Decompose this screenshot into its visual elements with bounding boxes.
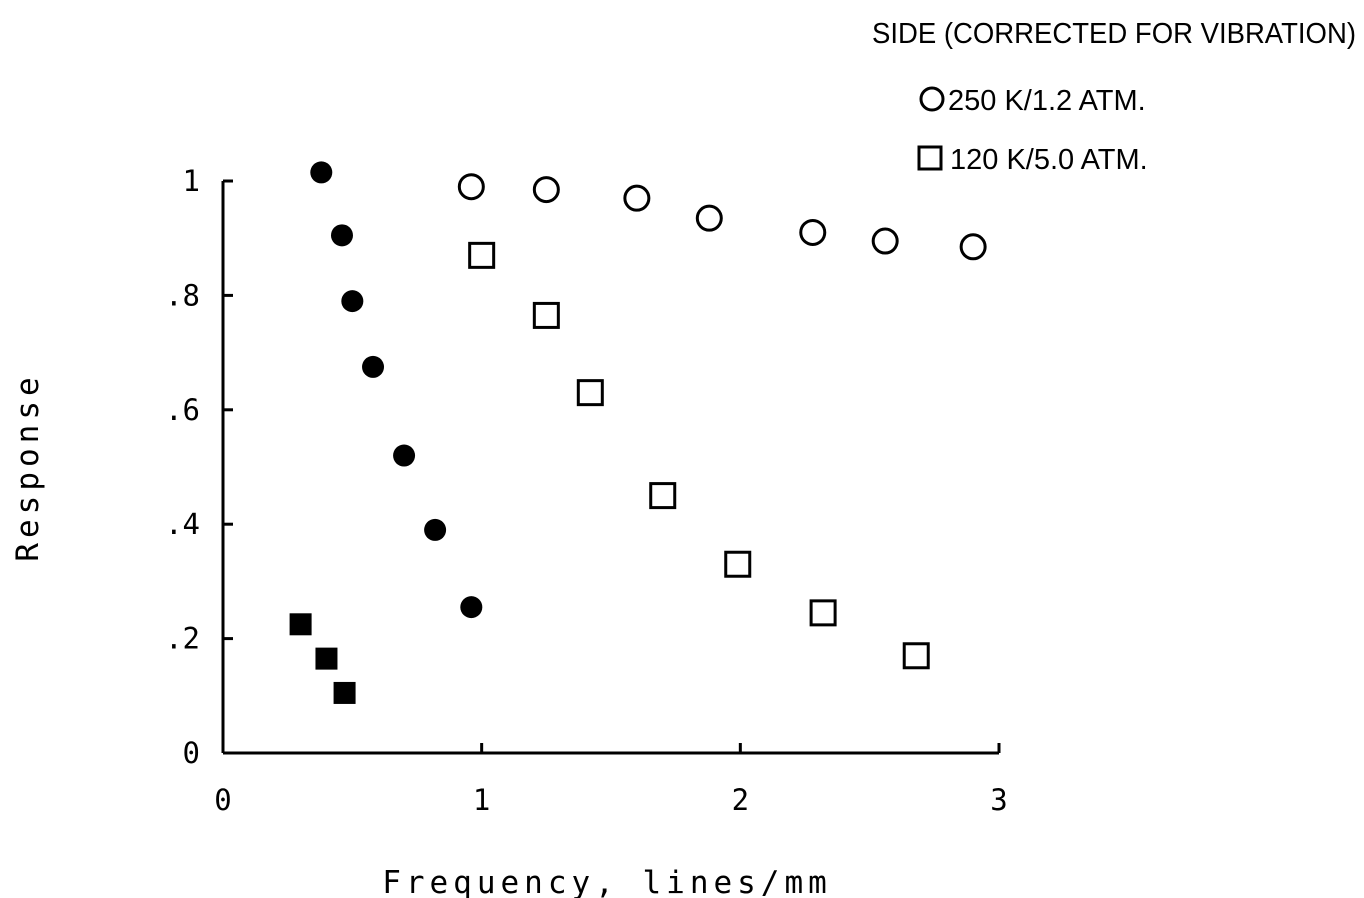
filled-circle-point	[393, 444, 416, 467]
y-tick-label: .2	[165, 622, 200, 656]
filled-square-point	[289, 613, 312, 636]
filled-square-point	[333, 681, 356, 704]
legend-marker-open-square	[917, 145, 943, 171]
filled-circle-point	[424, 518, 447, 541]
open-square-point	[902, 642, 930, 670]
x-axis-label: Frequency, lines/mm	[382, 865, 832, 898]
x-ticks: 0 1 2 3	[214, 743, 1008, 817]
open-circle-point	[871, 227, 899, 255]
y-tick-label: .6	[165, 393, 200, 427]
y-ticks: 0 .2 .4 .6 .8 1	[165, 164, 233, 770]
x-tick-label: 0	[214, 783, 231, 817]
y-tick-label: .8	[165, 278, 200, 312]
open-square-point	[649, 482, 677, 510]
open-circle-point	[623, 184, 651, 212]
filled-circle-point	[362, 355, 385, 378]
open-square-point	[576, 379, 604, 407]
open-square-point	[468, 241, 496, 269]
open-circle-point	[457, 173, 485, 201]
filled-square-point	[315, 647, 338, 670]
data-marks	[289, 161, 987, 704]
y-tick-label: 1	[183, 164, 200, 198]
open-circle-point	[695, 204, 723, 232]
legend-title: SIDE (CORRECTED FOR VIBRATION)	[872, 18, 1356, 50]
legend-label-120k: 120 K/5.0 ATM.	[950, 144, 1148, 176]
filled-circle-point	[330, 224, 353, 247]
open-square-point	[809, 599, 837, 627]
open-square-point	[724, 550, 752, 578]
y-axis-label: Response	[10, 372, 46, 561]
x-tick-label: 1	[473, 783, 490, 817]
filled-circle-point	[341, 290, 364, 313]
filled-circle-point	[310, 161, 333, 184]
y-tick-label: .4	[165, 507, 200, 541]
open-circle-point	[959, 233, 987, 261]
open-circle-point	[532, 176, 560, 204]
open-square-point	[532, 301, 560, 329]
x-tick-label: 3	[990, 783, 1007, 817]
legend: SIDE (CORRECTED FOR VIBRATION) 250 K/1.2…	[872, 18, 1356, 176]
legend-marker-open-circle	[919, 86, 945, 112]
y-tick-label: 0	[183, 736, 200, 770]
axes	[221, 181, 999, 755]
open-circle-point	[799, 218, 827, 246]
legend-label-250k: 250 K/1.2 ATM.	[948, 85, 1146, 117]
filled-circle-point	[460, 596, 483, 619]
x-tick-label: 2	[732, 783, 749, 817]
